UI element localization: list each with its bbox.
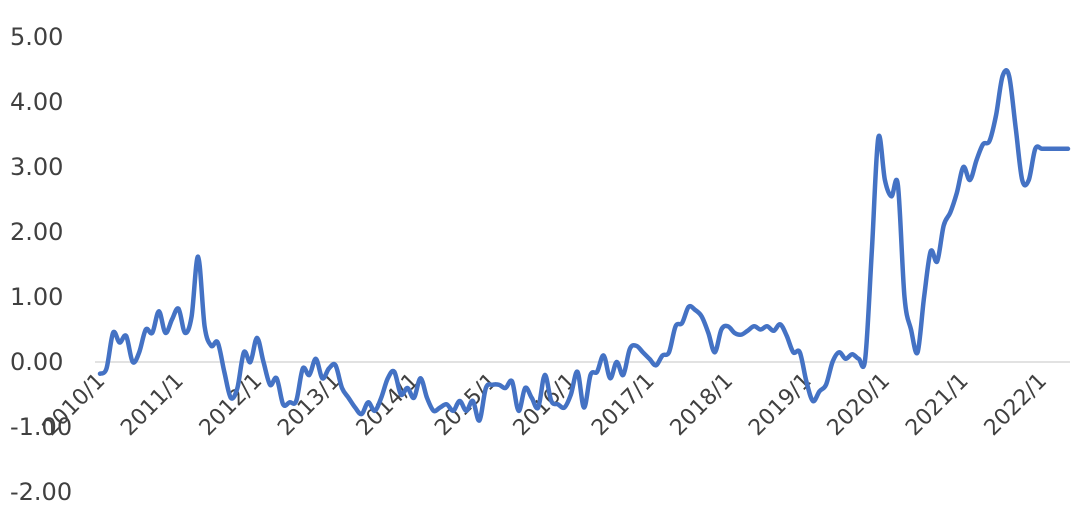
x-tick-label: 2011/1 [116, 369, 188, 441]
x-tick-label: 2020/1 [823, 369, 895, 441]
y-axis-tick-labels: 5.00 4.00 3.00 2.00 1.00 0.00 -1.00 -2.00 [10, 23, 72, 506]
x-tick-label: 2010/1 [38, 369, 110, 441]
x-tick-label: 2021/1 [901, 369, 973, 441]
x-tick-label: 2017/1 [587, 369, 659, 441]
x-tick-label: 2022/1 [980, 369, 1052, 441]
y-tick-label: -2.00 [10, 478, 72, 506]
y-tick-label: -1.00 [10, 413, 72, 441]
y-tick-label: 5.00 [10, 23, 63, 51]
y-tick-label: 2.00 [10, 218, 63, 246]
y-tick-label: 3.00 [10, 153, 63, 181]
y-tick-label: 1.00 [10, 283, 63, 311]
y-tick-label: 4.00 [10, 88, 63, 116]
series-line [97, 68, 1071, 423]
x-tick-label: 2012/1 [195, 369, 267, 441]
y-tick-label: 0.00 [10, 348, 63, 376]
x-tick-label: 2018/1 [666, 369, 738, 441]
